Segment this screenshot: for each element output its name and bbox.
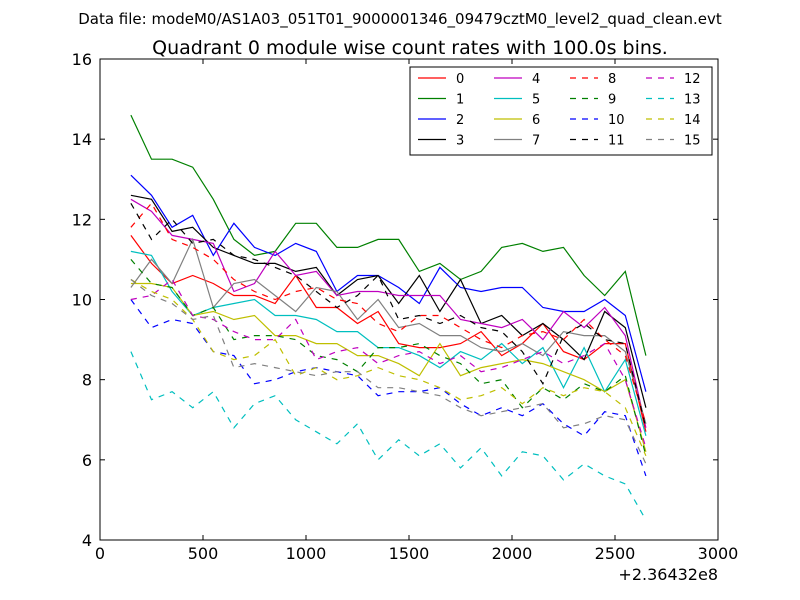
y-tick-label: 4 (82, 531, 92, 550)
series-line-3 (130, 194, 647, 408)
legend-label-13: 13 (684, 93, 701, 108)
series-line-7 (130, 237, 647, 424)
legend-label-0: 0 (456, 72, 464, 87)
legend-label-9: 9 (608, 93, 616, 108)
legend-label-11: 11 (608, 134, 625, 149)
legend-label-15: 15 (684, 134, 701, 149)
series-line-4 (130, 198, 647, 428)
legend-label-2: 2 (456, 113, 464, 128)
y-tick-label: 16 (72, 50, 92, 69)
legend-label-1: 1 (456, 93, 464, 108)
legend-label-5: 5 (532, 93, 540, 108)
suptitle: Data file: modeM0/AS1A03_051T01_90000013… (78, 10, 722, 29)
legend-label-12: 12 (684, 72, 701, 87)
x-tick-label: 2000 (492, 544, 533, 563)
y-tick-label: 12 (72, 210, 92, 229)
legend-label-8: 8 (608, 72, 616, 87)
x-tick-label: 500 (188, 544, 219, 563)
legend-label-10: 10 (608, 113, 625, 128)
legend-label-7: 7 (532, 134, 540, 149)
series-line-11 (130, 203, 647, 428)
y-tick-label: 6 (82, 451, 92, 470)
series-line-9 (130, 259, 647, 456)
series-line-6 (130, 282, 647, 452)
series-layer (130, 114, 647, 521)
y-tick-label: 8 (82, 371, 92, 390)
legend-label-3: 3 (456, 134, 464, 149)
series-line-13 (130, 351, 647, 521)
series-line-12 (130, 278, 647, 448)
y-tick-label: 10 (72, 291, 92, 310)
series-line-15 (130, 279, 647, 465)
legend-frame (409, 66, 713, 156)
series-line-10 (130, 299, 647, 477)
x-tick-label: 1500 (389, 544, 430, 563)
x-offset-label: +2.36432e8 (618, 565, 718, 584)
legend-label-6: 6 (532, 113, 540, 128)
legend-label-4: 4 (532, 72, 540, 87)
series-line-8 (130, 202, 647, 424)
x-tick-label: 2500 (595, 544, 636, 563)
legend-label-14: 14 (684, 113, 701, 128)
series-line-0 (130, 235, 647, 432)
y-tick-label: 14 (72, 130, 92, 149)
series-line-1 (130, 114, 647, 356)
series-line-5 (130, 250, 647, 436)
x-tick-label: 0 (95, 544, 105, 563)
x-tick-label: 3000 (698, 544, 739, 563)
chart-title: Quadrant 0 module wise count rates with … (152, 37, 668, 59)
x-tick-label: 1000 (286, 544, 327, 563)
